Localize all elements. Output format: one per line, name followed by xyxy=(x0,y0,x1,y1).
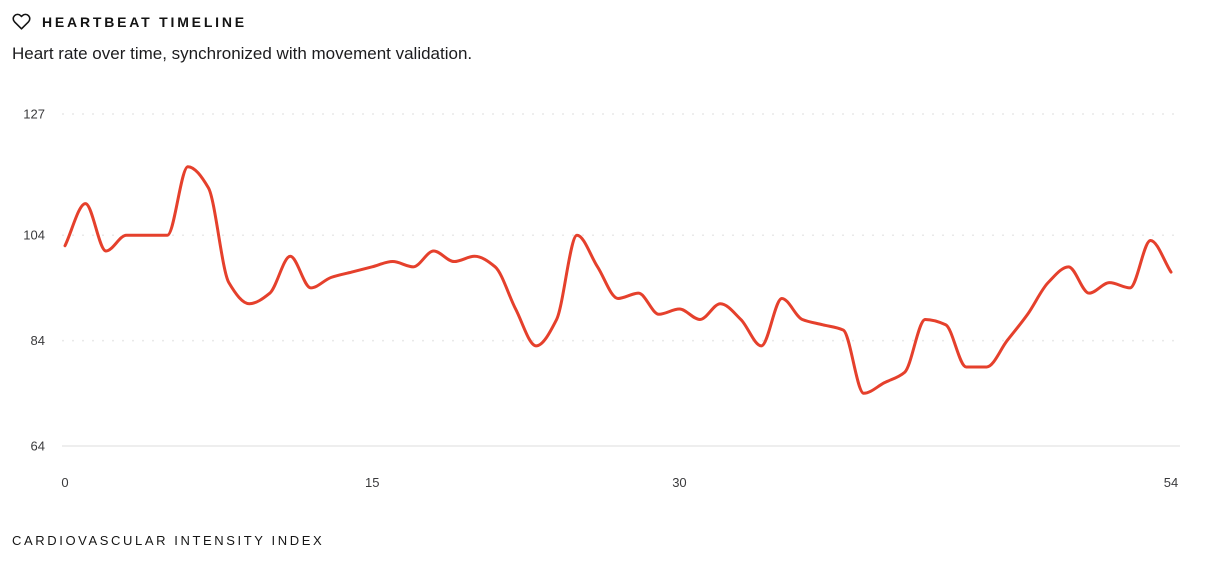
footer-label: CARDIOVASCULAR INTENSITY INDEX xyxy=(12,533,325,548)
y-axis-tick-127: 127 xyxy=(23,107,45,122)
chart-header: HEARTBEAT TIMELINE xyxy=(12,12,247,31)
y-axis-tick-64: 64 xyxy=(31,439,45,454)
y-axis-tick-104: 104 xyxy=(23,228,45,243)
y-axis-labels: 127 104 84 64 xyxy=(23,107,45,454)
x-axis-tick-54: 54 xyxy=(1164,475,1178,490)
heart-icon xyxy=(12,12,31,31)
chart-subtitle: Heart rate over time, synchronized with … xyxy=(12,44,473,63)
x-axis-labels: 0 15 30 54 xyxy=(61,475,1178,490)
heart-rate-line xyxy=(63,165,1173,395)
y-axis-tick-84: 84 xyxy=(31,333,45,348)
x-axis-tick-15: 15 xyxy=(365,475,379,490)
x-axis-tick-0: 0 xyxy=(61,475,68,490)
x-axis-tick-30: 30 xyxy=(672,475,686,490)
chart-title: HEARTBEAT TIMELINE xyxy=(42,13,247,30)
gridlines xyxy=(62,113,1180,447)
